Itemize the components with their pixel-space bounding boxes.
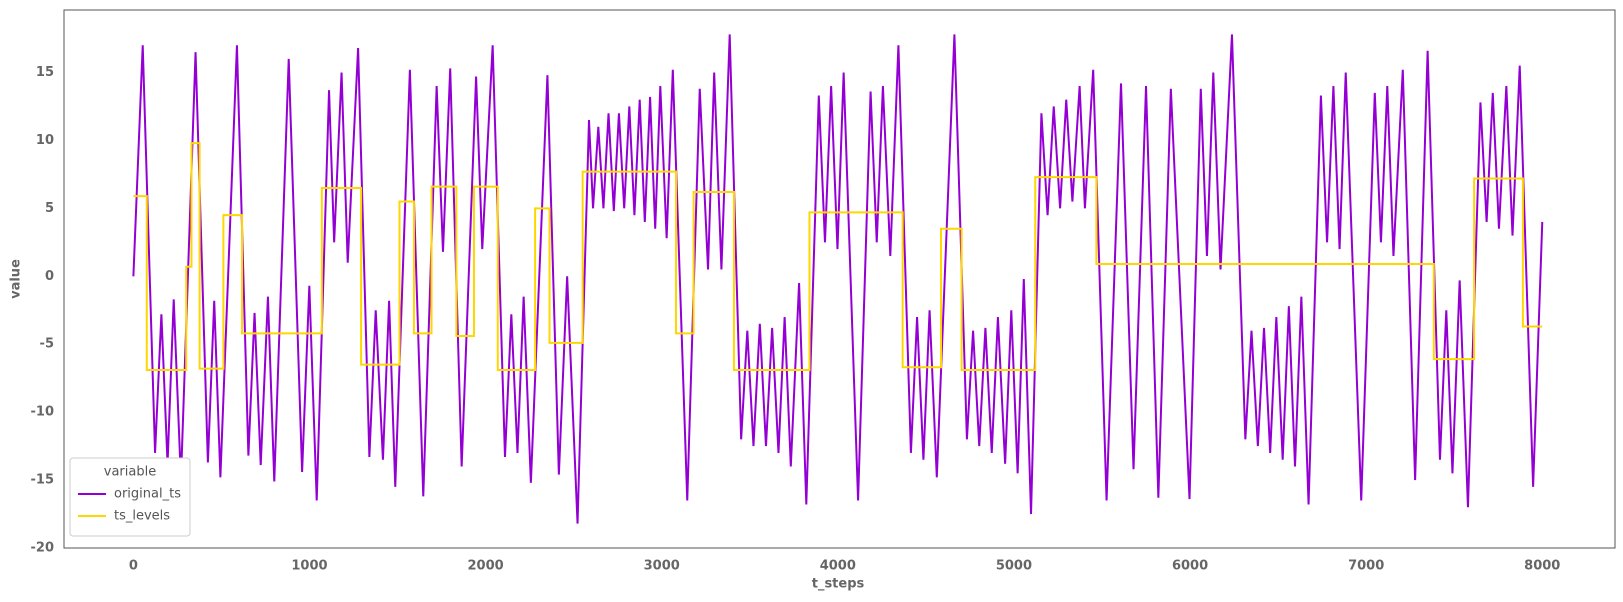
y-tick-label: -5: [40, 337, 54, 352]
series-line: [132, 34, 1544, 524]
x-tick-label: 1000: [291, 559, 327, 574]
legend-title: variable: [104, 465, 156, 480]
y-tick-label: 5: [45, 201, 54, 216]
y-tick-label: -20: [31, 541, 55, 556]
y-tick-label: 10: [36, 133, 54, 148]
x-axis-label: t_steps: [812, 577, 865, 592]
y-tick-label: -15: [31, 473, 55, 488]
x-tick-label: 3000: [644, 559, 680, 574]
y-tick-label: 0: [45, 269, 54, 284]
x-tick-label: 4000: [820, 559, 856, 574]
y-axis-label: value: [9, 259, 24, 299]
legend: variable original_ts ts_levels: [69, 457, 191, 537]
legend-label: ts_levels: [114, 509, 170, 524]
x-tick-label: 8000: [1524, 559, 1560, 574]
x-tick-label: 6000: [1172, 559, 1208, 574]
y-tick-label: 15: [36, 65, 54, 80]
x-tick-label: 5000: [996, 559, 1032, 574]
y-tick-label: -10: [31, 405, 55, 420]
legend-label: original_ts: [114, 487, 181, 502]
x-tick-label: 0: [129, 559, 138, 574]
x-tick-label: 2000: [468, 559, 504, 574]
plot-frame: [63, 9, 1616, 549]
x-tick-label: 7000: [1348, 559, 1384, 574]
series-line: [133, 142, 1543, 372]
